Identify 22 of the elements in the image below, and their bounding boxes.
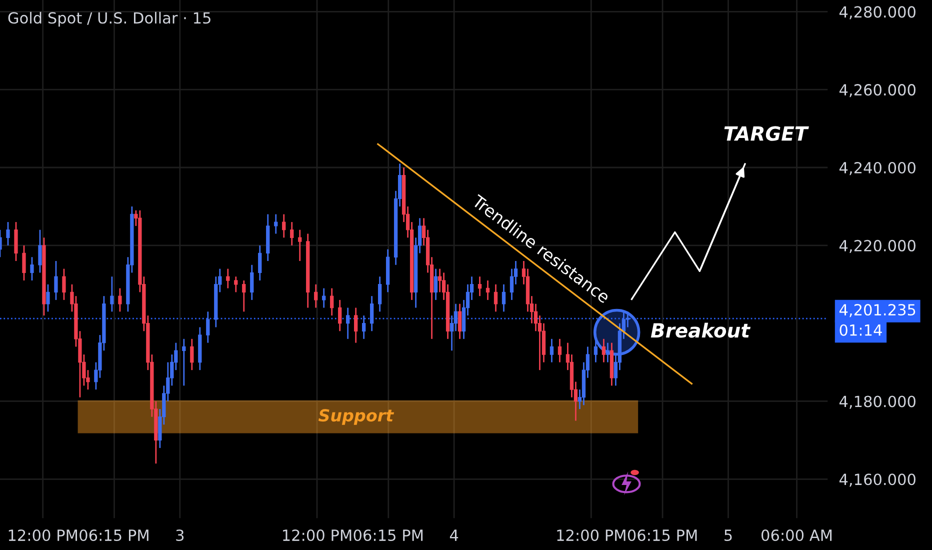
x-tick-label: 3 bbox=[176, 529, 184, 542]
y-tick-label: 4,160.000 bbox=[839, 474, 916, 487]
text: 01:14 bbox=[840, 324, 882, 336]
x-tick-label: 12:00 PM bbox=[557, 529, 626, 542]
y-tick-label: 4,240.000 bbox=[839, 162, 916, 176]
x-tick-label: 12:00 PM bbox=[283, 529, 352, 542]
x-tick-label: 06:00 AM bbox=[762, 529, 832, 542]
annotation: TARGET bbox=[724, 126, 809, 141]
x-tick-label: 06:15 PM bbox=[354, 529, 423, 542]
x-tick-label: 4 bbox=[450, 530, 458, 541]
y-tick-label: 4,180.000 bbox=[839, 396, 916, 409]
y-tick-label: 4,280.000 bbox=[839, 6, 916, 20]
annotation: Breakout bbox=[650, 322, 751, 338]
x-tick-label: 12:00 PM bbox=[8, 529, 77, 542]
y-tick-label: 4,260.000 bbox=[839, 84, 916, 98]
x-tick-label: 06:15 PM bbox=[628, 529, 697, 542]
text: Gold Spot / U.S. Dollar · 15 bbox=[8, 12, 210, 27]
x-tick-label: 5 bbox=[724, 530, 732, 542]
band-label: Support bbox=[318, 409, 394, 425]
x-tick-label: 06:15 PM bbox=[80, 529, 148, 542]
ref-line-label: 4,201.235 bbox=[839, 304, 916, 318]
y-tick-label: 4,220.000 bbox=[839, 240, 916, 253]
